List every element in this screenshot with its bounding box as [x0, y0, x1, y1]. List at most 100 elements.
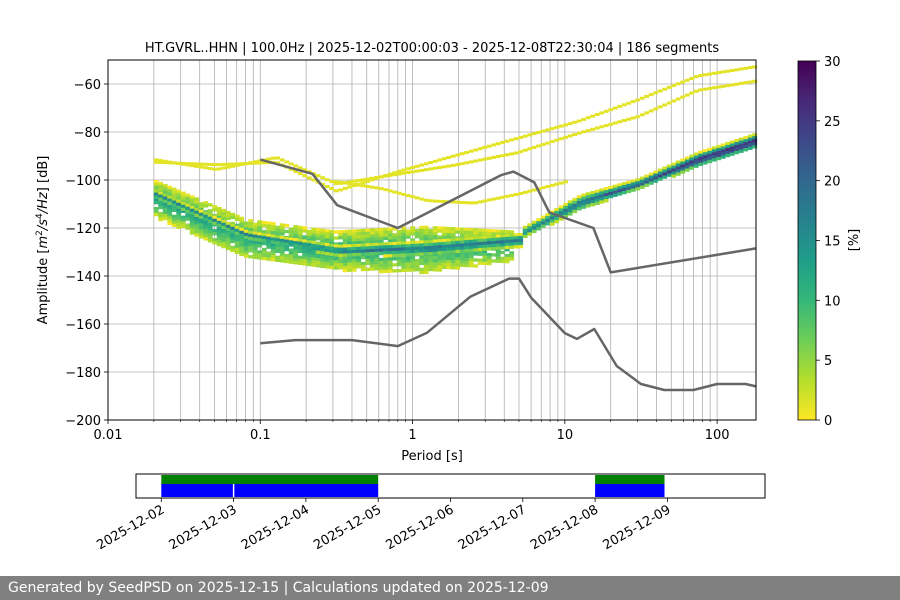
psd-cell	[270, 228, 276, 232]
psd-trace-cell	[153, 160, 159, 164]
psd-cell	[396, 257, 402, 261]
psd-trace-cell	[567, 122, 573, 126]
psd-cell	[356, 232, 362, 236]
psd-cell	[180, 218, 186, 222]
psd-cell	[284, 259, 290, 264]
psd-trace-cell	[554, 138, 560, 142]
psd-cell	[257, 229, 263, 233]
psd-cell	[626, 180, 632, 185]
psd-trace-cell	[513, 193, 519, 196]
psd-cell	[239, 252, 245, 256]
psd-cell	[491, 235, 497, 239]
psd-trace-cell	[441, 157, 447, 161]
psd-cell	[225, 234, 231, 239]
psd-cell	[369, 267, 375, 271]
psd-cell	[338, 263, 344, 267]
psd-cell	[324, 256, 330, 260]
psd-cell	[189, 201, 195, 205]
psd-cell	[167, 185, 173, 190]
psd-cell	[167, 191, 173, 196]
psd-cell	[293, 225, 299, 229]
psd-cell	[495, 253, 501, 257]
psd-cell	[698, 156, 704, 160]
psd-trace-cell	[684, 78, 690, 82]
psd-cell	[468, 261, 474, 265]
psd-cell	[329, 256, 335, 261]
psd-cell	[752, 139, 758, 143]
psd-cell	[419, 261, 425, 266]
psd-cell	[162, 201, 168, 206]
psd-cell	[342, 232, 348, 237]
psd-cell	[266, 227, 272, 231]
psd-cell	[491, 244, 497, 248]
psd-cell	[450, 236, 456, 240]
psd-cell	[270, 249, 276, 253]
psd-cell	[158, 187, 164, 192]
psd-trace-cell	[590, 127, 596, 131]
psd-cell	[486, 247, 492, 251]
psd-cell	[230, 221, 236, 226]
psd-cell	[576, 207, 582, 211]
psd-cell	[171, 220, 177, 224]
psd-trace-cell	[432, 166, 438, 170]
psd-cell	[324, 265, 330, 269]
psd-cell	[563, 205, 569, 210]
psd-trace-cell	[455, 163, 461, 167]
psd-trace-cell	[653, 91, 659, 95]
psd-cell	[513, 236, 519, 240]
psd-cell	[437, 242, 443, 246]
psd-cell	[162, 199, 168, 203]
psd-cell	[311, 263, 317, 267]
psd-cell	[320, 242, 326, 246]
psd-cell	[189, 195, 195, 199]
psd-cell	[509, 242, 515, 246]
psd-cell	[329, 249, 335, 253]
x-tick-label: 0.01	[94, 428, 123, 443]
psd-cell	[189, 225, 195, 229]
timeline-date-ticks: 2025-12-02 2025-12-03 2025-12-04 2025-12-05…	[94, 498, 673, 553]
psd-cell	[162, 207, 168, 212]
psd-cell	[324, 243, 330, 247]
psd-cell	[194, 207, 200, 211]
psd-cell	[365, 252, 371, 256]
psd-cell	[396, 239, 402, 243]
psd-cell	[459, 246, 465, 250]
y-tick-label: −160	[65, 318, 101, 333]
psd-trace-cell	[203, 162, 209, 166]
psd-cell	[675, 163, 681, 167]
y-axis-label: Amplitude [m2/s4/Hz] [dB]	[35, 156, 51, 325]
psd-cell	[167, 201, 173, 205]
psd-cell	[225, 231, 231, 236]
psd-cell	[738, 137, 744, 141]
psd-cell	[419, 246, 425, 250]
psd-cell	[675, 160, 681, 164]
psd-cell	[207, 239, 213, 243]
psd-cell	[297, 228, 303, 232]
psd-cell	[671, 165, 677, 169]
psd-cell	[221, 208, 227, 213]
psd-trace-cell	[509, 152, 515, 156]
psd-cell	[302, 250, 308, 254]
psd-cell	[194, 215, 200, 219]
psd-trace-cell	[747, 66, 753, 70]
psd-cell	[720, 152, 726, 156]
psd-cell	[288, 243, 294, 247]
psd-cell	[248, 240, 254, 244]
psd-trace-cell	[203, 166, 209, 170]
psd-trace-cell	[266, 157, 272, 161]
psd-cell	[405, 268, 411, 272]
psd-cell	[270, 240, 276, 244]
noise-model-lines	[259, 158, 757, 392]
psd-cell	[257, 256, 263, 260]
psd-trace-cell	[576, 131, 582, 135]
psd-trace-cell	[630, 100, 636, 104]
timeline-bars	[161, 475, 665, 497]
timeline-date-label: 2025-12-02	[94, 502, 167, 553]
psd-trace-cell	[216, 163, 222, 167]
psd-cell	[180, 201, 186, 205]
psd-cell	[392, 253, 398, 258]
psd-cell	[644, 180, 650, 184]
psd-cell	[653, 170, 659, 174]
psd-cell	[207, 227, 213, 231]
psd-trace-cell	[662, 103, 668, 107]
